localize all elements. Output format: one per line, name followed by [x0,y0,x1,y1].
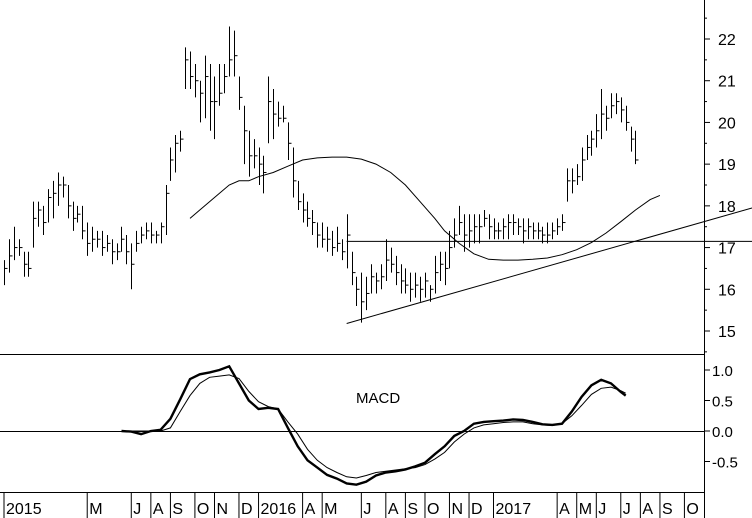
x-tick-label: O [686,501,698,518]
x-tick-label: N [216,501,228,518]
x-tick-label: 2015 [6,501,42,518]
x-tick-label: A [642,501,653,518]
macd-tick-label: 0.0 [712,424,733,441]
trendline-line [346,207,752,324]
x-tick-label: S [662,501,673,518]
x-tick-label: S [407,501,418,518]
signal-line [121,374,626,479]
macd-tick-label: -0.5 [712,455,738,472]
x-tick-label: 2016 [261,501,297,518]
x-tick-label: A [305,501,316,518]
price-tick-label: 17 [718,241,736,258]
x-tick-label: A [388,501,399,518]
x-tick-label: N [451,501,463,518]
x-tick-label: M [579,501,592,518]
price-tick-label: 16 [718,282,736,299]
macd-panel [0,364,704,486]
price-tick-label: 20 [718,115,736,132]
x-tick-label: J [133,501,141,518]
price-tick-label: 21 [718,74,736,91]
x-tick-label: D [241,501,253,518]
macd-tick-label: 1.0 [712,363,733,380]
x-tick-label: D [471,501,483,518]
x-tick-label: M [89,501,102,518]
macd-line [121,364,627,486]
x-tick-label: 2017 [496,501,532,518]
x-tick-label: O [197,501,209,518]
x-tick-label: A [559,501,570,518]
x-tick-label: J [363,501,371,518]
x-tick-label: J [623,501,631,518]
x-tick-label: A [153,501,164,518]
x-tick-label: O [427,501,439,518]
moving-average-line [189,156,661,261]
price-tick-label: 15 [718,324,736,341]
x-tick-label: J [598,501,606,518]
macd-tick-label: 0.5 [712,394,733,411]
x-tick-label: M [324,501,337,518]
price-tick-label: 22 [718,32,736,49]
macd-title: MACD [356,390,400,407]
price-panel [4,26,752,324]
price-tick-label: 18 [718,199,736,216]
price-tick-label: 19 [718,157,736,174]
x-tick-label: S [172,501,183,518]
